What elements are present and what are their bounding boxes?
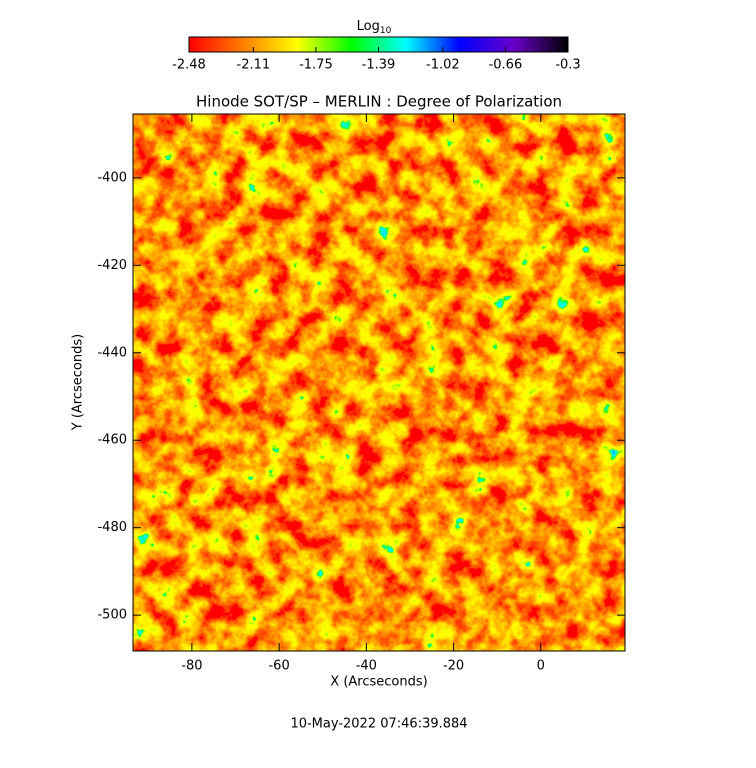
colorbar-tick-label: -2.11 [237,58,271,73]
x-tick-label: -40 [356,659,377,674]
y-tick-label: -500 [97,608,127,623]
colorbar-tick-label: -0.66 [489,58,523,73]
y-tick-label: -460 [97,433,127,448]
colorbar-label-base: Log [357,19,380,34]
y-tick-label: -420 [97,258,127,273]
colorbar-label: Log10 [357,19,392,36]
colorbar-tick-label: -1.75 [299,58,333,73]
chart-title: Hinode SOT/SP – MERLIN : Degree of Polar… [196,93,562,111]
colorbar-tick-label: -1.02 [426,58,460,73]
x-tick-label: -20 [443,659,464,674]
polarization-map [133,114,625,651]
colorbar-tick-label: -1.39 [362,58,396,73]
y-axis-label: Y (Arcseconds) [71,334,86,431]
x-tick-label: -80 [181,659,202,674]
x-tick-label: -60 [268,659,289,674]
y-tick-label: -480 [97,520,127,535]
colorbar-label-sub: 10 [380,26,392,36]
plot-frame [132,113,626,652]
y-tick-label: -440 [97,345,127,360]
x-axis-label: X (Arcseconds) [330,675,427,690]
colorbar-tick-label: -2.48 [172,58,206,73]
colorbar-tick-label: -0.3 [555,58,580,73]
x-tick-label: 0 [537,659,545,674]
footer-timestamp: 10-May-2022 07:46:39.884 [290,717,467,732]
y-tick-label: -400 [97,170,127,185]
